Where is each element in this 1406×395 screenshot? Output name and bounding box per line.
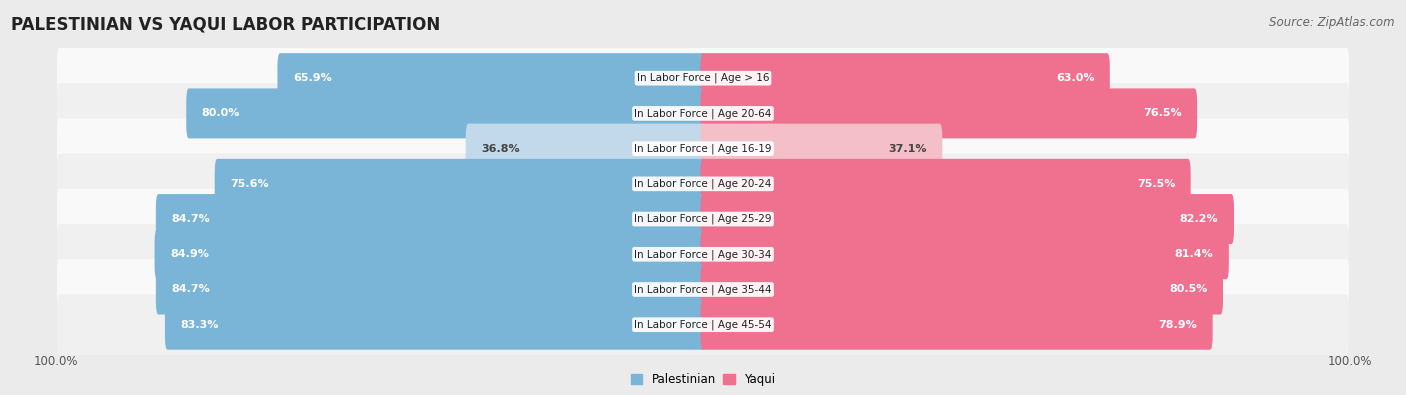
- FancyBboxPatch shape: [56, 154, 1350, 214]
- Text: In Labor Force | Age 25-29: In Labor Force | Age 25-29: [634, 214, 772, 224]
- Text: 84.7%: 84.7%: [172, 284, 209, 295]
- FancyBboxPatch shape: [56, 118, 1350, 179]
- Text: 63.0%: 63.0%: [1056, 73, 1094, 83]
- Text: In Labor Force | Age 30-34: In Labor Force | Age 30-34: [634, 249, 772, 260]
- FancyBboxPatch shape: [700, 124, 942, 174]
- FancyBboxPatch shape: [155, 229, 706, 279]
- Text: 84.7%: 84.7%: [172, 214, 209, 224]
- Text: In Labor Force | Age > 16: In Labor Force | Age > 16: [637, 73, 769, 83]
- FancyBboxPatch shape: [700, 159, 1191, 209]
- FancyBboxPatch shape: [56, 224, 1350, 284]
- FancyBboxPatch shape: [56, 294, 1350, 355]
- Text: 80.5%: 80.5%: [1170, 284, 1208, 295]
- Text: In Labor Force | Age 45-54: In Labor Force | Age 45-54: [634, 320, 772, 330]
- Text: 81.4%: 81.4%: [1174, 249, 1213, 259]
- Text: 82.2%: 82.2%: [1180, 214, 1219, 224]
- Text: 65.9%: 65.9%: [292, 73, 332, 83]
- Text: 76.5%: 76.5%: [1143, 108, 1181, 118]
- FancyBboxPatch shape: [156, 194, 706, 244]
- FancyBboxPatch shape: [700, 88, 1197, 138]
- FancyBboxPatch shape: [156, 265, 706, 314]
- Text: 36.8%: 36.8%: [481, 144, 520, 154]
- FancyBboxPatch shape: [700, 265, 1223, 314]
- FancyBboxPatch shape: [277, 53, 706, 103]
- FancyBboxPatch shape: [56, 259, 1350, 320]
- Text: In Labor Force | Age 16-19: In Labor Force | Age 16-19: [634, 143, 772, 154]
- Text: 83.3%: 83.3%: [180, 320, 219, 330]
- Text: 80.0%: 80.0%: [202, 108, 240, 118]
- Text: In Labor Force | Age 20-64: In Labor Force | Age 20-64: [634, 108, 772, 118]
- FancyBboxPatch shape: [186, 88, 706, 138]
- Text: In Labor Force | Age 35-44: In Labor Force | Age 35-44: [634, 284, 772, 295]
- Text: 84.9%: 84.9%: [170, 249, 209, 259]
- FancyBboxPatch shape: [700, 300, 1212, 350]
- FancyBboxPatch shape: [215, 159, 706, 209]
- Text: In Labor Force | Age 20-24: In Labor Force | Age 20-24: [634, 179, 772, 189]
- FancyBboxPatch shape: [56, 189, 1350, 249]
- FancyBboxPatch shape: [700, 53, 1109, 103]
- FancyBboxPatch shape: [465, 124, 706, 174]
- Text: 75.6%: 75.6%: [231, 179, 269, 189]
- Legend: Palestinian, Yaqui: Palestinian, Yaqui: [628, 371, 778, 388]
- Text: 78.9%: 78.9%: [1159, 320, 1197, 330]
- Text: 75.5%: 75.5%: [1137, 179, 1175, 189]
- FancyBboxPatch shape: [56, 48, 1350, 109]
- FancyBboxPatch shape: [700, 194, 1234, 244]
- FancyBboxPatch shape: [700, 229, 1229, 279]
- Text: PALESTINIAN VS YAQUI LABOR PARTICIPATION: PALESTINIAN VS YAQUI LABOR PARTICIPATION: [11, 16, 440, 34]
- Text: 37.1%: 37.1%: [889, 144, 927, 154]
- Text: Source: ZipAtlas.com: Source: ZipAtlas.com: [1270, 16, 1395, 29]
- FancyBboxPatch shape: [165, 300, 706, 350]
- FancyBboxPatch shape: [56, 83, 1350, 144]
